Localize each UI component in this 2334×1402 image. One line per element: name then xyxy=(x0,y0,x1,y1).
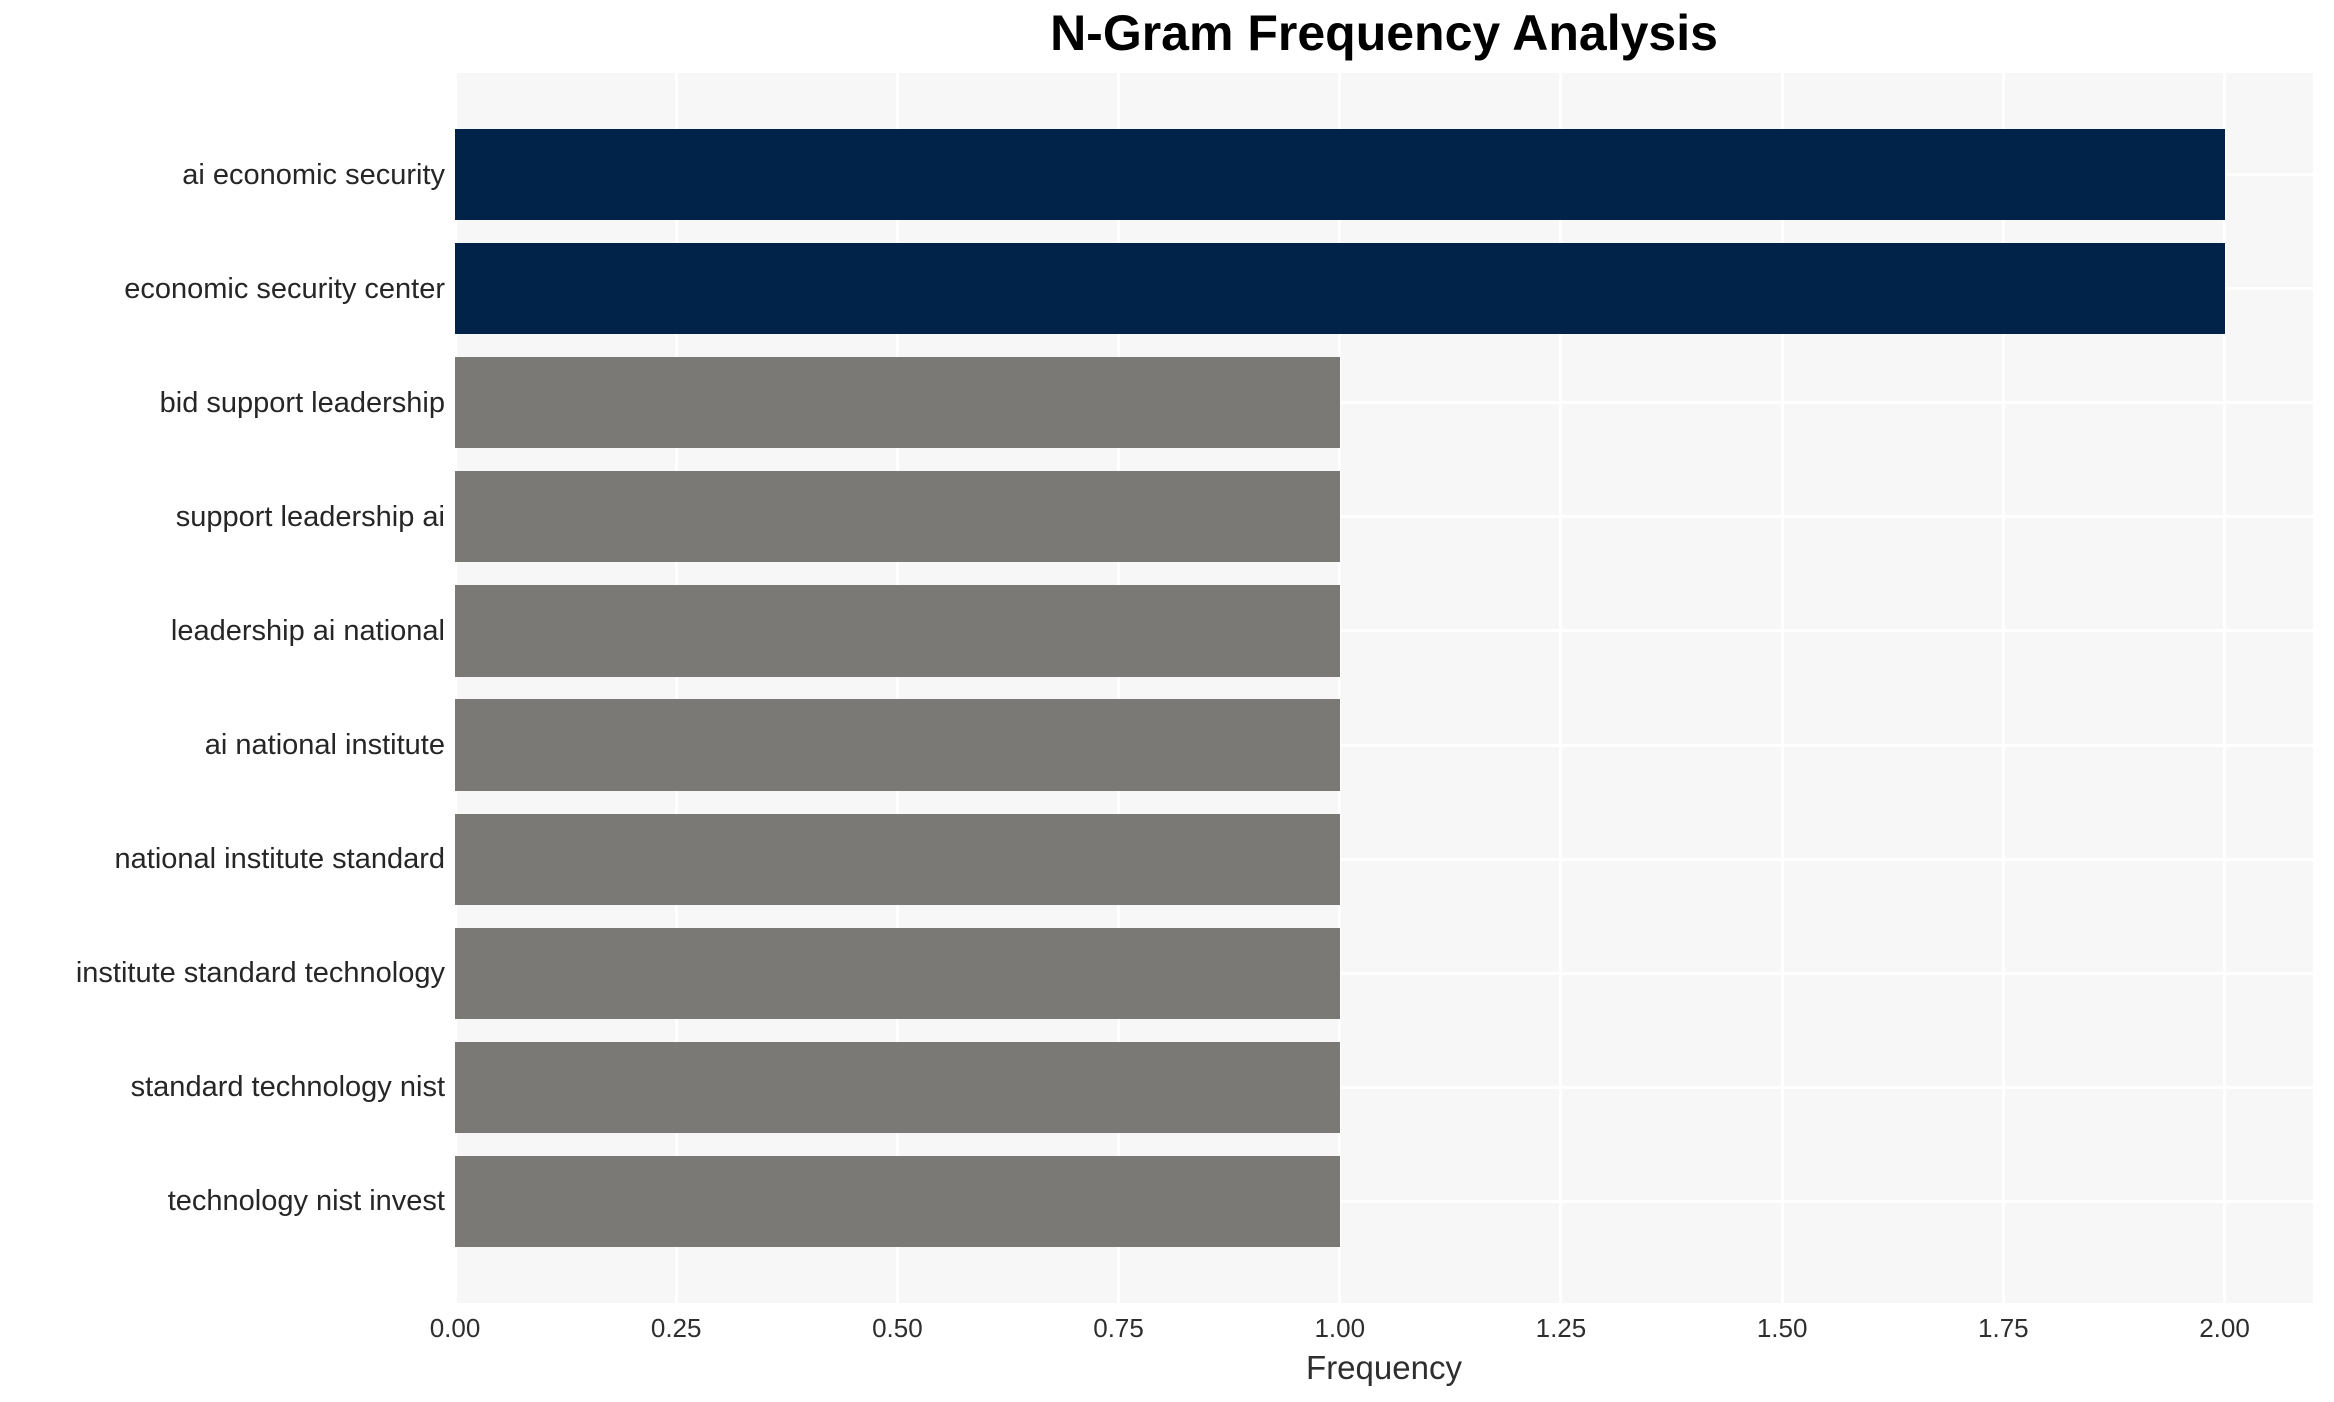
y-gridline xyxy=(455,1085,2313,1089)
bar xyxy=(455,128,2225,221)
x-gridline xyxy=(1117,73,1121,1303)
y-gridline xyxy=(455,743,2313,747)
x-gridline xyxy=(2223,73,2227,1303)
bar xyxy=(455,471,1340,563)
y-tick-label: national institute standard xyxy=(114,843,446,876)
x-gridline xyxy=(453,73,457,1303)
y-gridline xyxy=(455,857,2313,861)
x-tick-label: 0.25 xyxy=(650,1313,702,1343)
plot-area xyxy=(453,73,2313,1303)
y-tick-label: technology nist invest xyxy=(167,1185,445,1218)
chart-title: N-Gram Frequency Analysis xyxy=(1050,5,1718,61)
y-tick-label: ai national institute xyxy=(204,729,445,762)
y-tick-label: support leadership ai xyxy=(175,500,445,533)
bar xyxy=(455,699,1340,791)
y-gridline xyxy=(455,401,2313,405)
x-tick-label: 0.50 xyxy=(872,1313,923,1343)
y-gridline xyxy=(455,1199,2313,1203)
x-gridline xyxy=(2001,73,2005,1303)
bar xyxy=(455,927,1340,1019)
y-gridline xyxy=(455,971,2313,975)
y-tick-label: ai economic security xyxy=(182,158,445,191)
y-gridline xyxy=(455,629,2313,633)
x-gridline xyxy=(895,73,899,1303)
bar xyxy=(455,1041,1340,1133)
bar xyxy=(455,585,1340,677)
x-tick-label: 1.25 xyxy=(1535,1313,1587,1343)
y-tick-label: standard technology nist xyxy=(130,1071,445,1104)
x-gridline xyxy=(1780,73,1784,1303)
bar xyxy=(455,357,1340,449)
y-tick-label: institute standard technology xyxy=(75,957,445,990)
x-tick-label: 1.50 xyxy=(1756,1313,1808,1343)
x-tick-label: 0.75 xyxy=(1093,1313,1144,1343)
y-tick-label: leadership ai national xyxy=(170,614,445,647)
x-tick-label: 0.00 xyxy=(429,1313,481,1343)
x-tick-label: 1.00 xyxy=(1314,1313,1366,1343)
bar xyxy=(455,813,1340,905)
x-tick-label: 1.75 xyxy=(1978,1313,2029,1343)
x-gridline xyxy=(674,73,678,1303)
y-tick-label: economic security center xyxy=(124,272,445,305)
bar xyxy=(455,243,2225,335)
x-axis-title: Frequency xyxy=(1306,1349,1462,1386)
bar xyxy=(455,1155,1340,1248)
x-tick-label: 2.00 xyxy=(2199,1313,2250,1343)
y-tick-label: bid support leadership xyxy=(159,386,445,419)
x-gridline xyxy=(1338,73,1342,1303)
y-gridline xyxy=(455,515,2313,519)
x-gridline xyxy=(1559,73,1563,1303)
